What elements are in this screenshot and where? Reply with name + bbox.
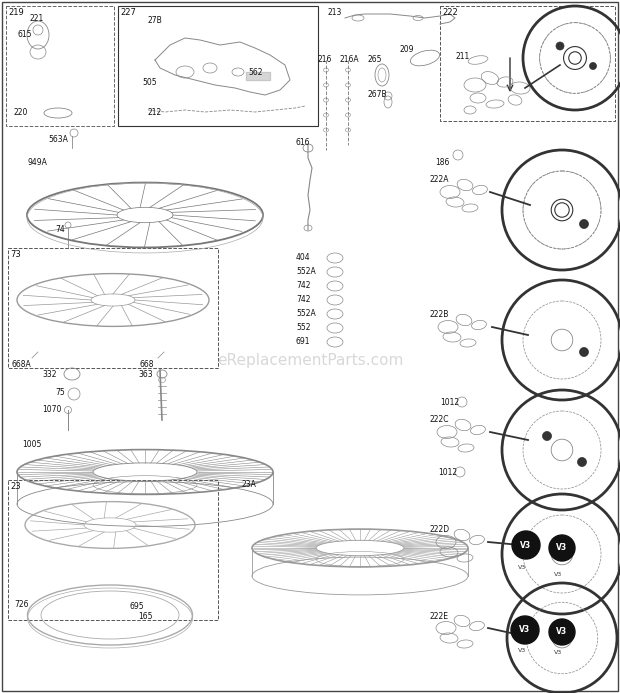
Text: 23: 23	[10, 482, 20, 491]
Text: V3: V3	[520, 626, 531, 635]
Bar	[440, 6, 615, 121]
Text: 222E: 222E	[430, 612, 449, 621]
Circle shape	[556, 42, 564, 50]
Circle shape	[590, 62, 596, 69]
Text: 726: 726	[14, 600, 29, 609]
Text: 220: 220	[14, 108, 29, 117]
Text: 562: 562	[248, 68, 262, 77]
Text: 209: 209	[400, 45, 415, 54]
Text: 695: 695	[130, 602, 144, 611]
Text: 1012: 1012	[440, 398, 459, 407]
Circle shape	[512, 531, 540, 559]
Circle shape	[549, 535, 575, 561]
Text: 73: 73	[10, 250, 20, 259]
Text: 75: 75	[55, 388, 64, 397]
Text: 222B: 222B	[430, 310, 450, 319]
Circle shape	[542, 432, 552, 441]
Text: 552: 552	[296, 323, 311, 332]
Text: 949A: 949A	[28, 158, 48, 167]
Text: 668: 668	[140, 360, 154, 369]
Text: 552A: 552A	[296, 309, 316, 318]
Text: 213: 213	[328, 8, 342, 17]
Text: 186: 186	[435, 158, 449, 167]
Circle shape	[511, 616, 539, 644]
Text: 691: 691	[296, 337, 311, 346]
Bar	[246, 72, 270, 80]
Bar	[8, 480, 218, 620]
Text: 222C: 222C	[430, 415, 450, 424]
Text: eReplacementParts.com: eReplacementParts.com	[217, 353, 403, 367]
Circle shape	[580, 220, 588, 229]
Text: 616: 616	[296, 138, 311, 147]
Text: 1070: 1070	[42, 405, 61, 414]
Text: 219: 219	[8, 8, 24, 17]
Bar	[6, 6, 114, 126]
Text: 221: 221	[30, 14, 44, 23]
Text: 222A: 222A	[430, 175, 450, 184]
Text: 552A: 552A	[296, 267, 316, 276]
Text: 211: 211	[455, 52, 469, 61]
Text: 1005: 1005	[22, 440, 42, 449]
Text: V3: V3	[554, 650, 562, 655]
Circle shape	[549, 619, 575, 645]
Text: 216A: 216A	[340, 55, 360, 64]
Text: V3: V3	[518, 648, 526, 653]
Text: 227: 227	[120, 8, 136, 17]
Text: 404: 404	[296, 253, 311, 262]
Text: 165: 165	[138, 612, 153, 621]
Bar	[8, 248, 218, 368]
Text: 332: 332	[42, 370, 56, 379]
Text: V3: V3	[556, 627, 567, 636]
Text: 615: 615	[18, 30, 32, 39]
Text: V3: V3	[518, 565, 526, 570]
Text: 742: 742	[296, 281, 311, 290]
Text: 74: 74	[55, 225, 64, 234]
Text: V3: V3	[520, 541, 531, 550]
Text: 27B: 27B	[148, 16, 162, 25]
Circle shape	[577, 457, 587, 466]
Text: V3: V3	[554, 572, 562, 577]
Bar	[118, 6, 318, 126]
Text: 212: 212	[148, 108, 162, 117]
Text: 222D: 222D	[430, 525, 450, 534]
Text: V3: V3	[556, 543, 567, 552]
Text: 505: 505	[142, 78, 157, 87]
Text: 222: 222	[442, 8, 458, 17]
Text: 267B: 267B	[368, 90, 388, 99]
Text: 23A: 23A	[242, 480, 257, 489]
Text: 363: 363	[138, 370, 153, 379]
Text: 265: 265	[368, 55, 383, 64]
Text: 1012: 1012	[438, 468, 457, 477]
Text: 742: 742	[296, 295, 311, 304]
Text: 216: 216	[318, 55, 332, 64]
Circle shape	[580, 347, 588, 356]
Text: 668A: 668A	[12, 360, 32, 369]
Text: 563A: 563A	[48, 135, 68, 144]
